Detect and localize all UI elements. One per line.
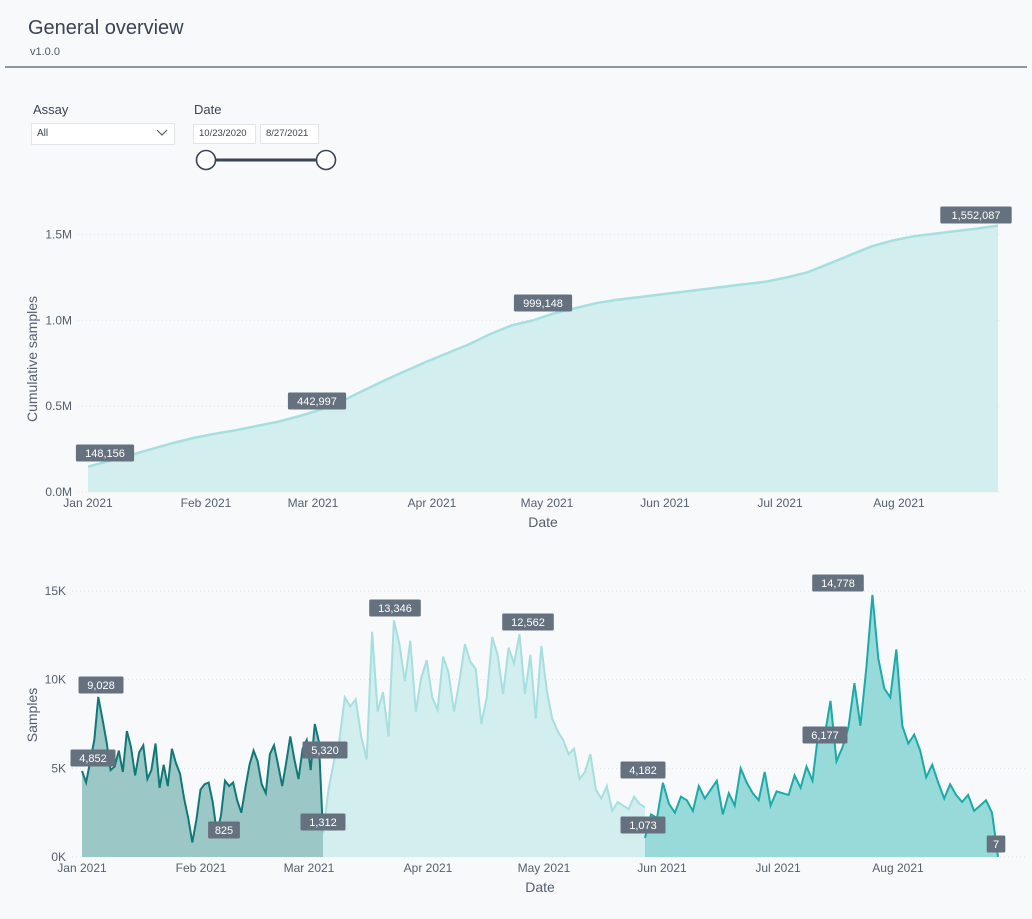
series-mid-fill	[323, 620, 645, 857]
data-label-text: 13,346	[378, 603, 412, 615]
y-axis-title: Cumulative samples	[24, 296, 40, 422]
y-tick-label: 0.0M	[45, 485, 72, 499]
data-label-text: 1,312	[309, 817, 337, 829]
date-end-input[interactable]: 8/27/2021	[260, 124, 319, 144]
data-label-text: 999,148	[523, 298, 563, 310]
y-tick-label: 1.5M	[45, 228, 72, 242]
y-tick-label: 15K	[45, 584, 66, 598]
x-tick-label: Jan 2021	[63, 496, 113, 510]
series-early-line	[81, 696, 324, 843]
data-label-bg	[812, 574, 864, 592]
x-tick-label: Jun 2021	[640, 496, 690, 510]
data-label-bg	[502, 613, 554, 631]
x-tick-label: Jun 2021	[637, 861, 687, 875]
y-tick-label: 10K	[45, 673, 66, 687]
data-label-text: 4,852	[79, 753, 107, 765]
data-label-bg	[75, 444, 135, 462]
data-label-bg	[986, 835, 1006, 853]
data-label-bg	[369, 599, 421, 617]
data-label-text: 1,552,087	[952, 210, 1001, 222]
data-label-bg	[620, 761, 666, 779]
data-label-text: 1,073	[629, 820, 657, 832]
data-label: 6,177	[802, 726, 848, 744]
data-label-text: 5,320	[311, 745, 339, 757]
data-label-text: 148,156	[85, 448, 125, 460]
x-axis-title: Date	[525, 879, 555, 895]
data-label-bg	[287, 392, 347, 410]
data-label-text: 4,182	[629, 765, 657, 777]
series-mid-line	[322, 620, 646, 834]
data-label: 1,552,087	[940, 206, 1012, 224]
data-label-text: 442,997	[297, 396, 337, 408]
data-label-bg	[78, 676, 124, 694]
area-fill	[88, 225, 998, 492]
data-label: 999,148	[513, 294, 573, 312]
x-tick-label: Feb 2021	[181, 496, 232, 510]
data-label-text: 12,562	[511, 617, 545, 629]
y-tick-label: 0.5M	[45, 399, 72, 413]
data-label: 12,562	[502, 613, 554, 631]
x-tick-label: Aug 2021	[873, 496, 925, 510]
data-label: 5,320	[302, 741, 348, 759]
data-label-text: 9,028	[87, 680, 115, 692]
x-tick-label: May 2021	[518, 861, 571, 875]
data-label-text: 6,177	[811, 730, 839, 742]
x-tick-label: Jul 2021	[757, 496, 803, 510]
data-label-text: 7	[993, 839, 999, 851]
cumulative-samples-chart: 0.0M 0.5M 1.0M 1.5M Jan 2021 Feb 2021 Mar 2021…	[24, 206, 1012, 530]
data-label: 4,852	[70, 749, 116, 767]
data-label: 13,346	[369, 599, 421, 617]
data-label-bg	[620, 816, 666, 834]
x-tick-label: Jul 2021	[755, 861, 801, 875]
y-tick-label: 5K	[51, 761, 66, 775]
y-tick-label: 0K	[51, 850, 66, 864]
series-late-fill	[645, 594, 998, 857]
data-label-bg	[940, 206, 1012, 224]
report-header: General overview v1.0.0	[0, 0, 1032, 68]
page-title: General overview	[28, 17, 184, 39]
y-axis-title: Samples	[24, 688, 40, 742]
data-label: 442,997	[287, 392, 347, 410]
chevron-down-icon	[156, 129, 168, 136]
date-start-input[interactable]: 10/23/2020	[193, 124, 256, 144]
data-label: 825	[208, 821, 240, 839]
y-tick-label: 1.0M	[45, 313, 72, 327]
slider-end-handle[interactable]	[315, 149, 337, 171]
x-tick-label: Apr 2021	[408, 496, 457, 510]
x-tick-label: Apr 2021	[404, 861, 453, 875]
slider-start-handle[interactable]	[195, 149, 217, 171]
data-label: 9,028	[78, 676, 124, 694]
assay-dropdown[interactable]: All	[31, 123, 175, 145]
data-label-bg	[302, 741, 348, 759]
x-tick-label: Aug 2021	[872, 861, 924, 875]
assay-selected-value: All	[37, 128, 49, 139]
data-label: 4,182	[620, 761, 666, 779]
data-label-text: 825	[215, 825, 233, 837]
data-label: 7	[986, 835, 1006, 853]
data-label-bg	[513, 294, 573, 312]
data-label-text: 14,778	[821, 578, 855, 590]
x-tick-label: Mar 2021	[284, 861, 335, 875]
data-label-bg	[70, 749, 116, 767]
daily-samples-chart: 0K 5K 10K 15K Jan 2021 Feb 2021 Mar 2021 Apr 20…	[24, 574, 1028, 895]
data-label-bg	[300, 813, 346, 831]
data-label: 148,156	[75, 444, 135, 462]
version-label: v1.0.0	[30, 46, 60, 58]
date-range-slider[interactable]	[195, 148, 337, 172]
x-tick-label: May 2021	[521, 496, 574, 510]
date-filter-label: Date	[194, 102, 222, 117]
x-tick-label: Mar 2021	[288, 496, 339, 510]
series-early-fill	[82, 696, 323, 857]
data-label: 1,312	[300, 813, 346, 831]
x-tick-label: Feb 2021	[176, 861, 227, 875]
assay-filter-label: Assay	[33, 102, 69, 117]
data-label: 1,073	[620, 816, 666, 834]
data-label: 14,778	[812, 574, 864, 592]
header-divider	[5, 66, 1027, 68]
data-label-bg	[208, 821, 240, 839]
x-axis-title: Date	[528, 514, 558, 530]
cumulative-line	[87, 224, 999, 468]
data-label-bg	[802, 726, 848, 744]
x-tick-label: Jan 2021	[57, 861, 107, 875]
